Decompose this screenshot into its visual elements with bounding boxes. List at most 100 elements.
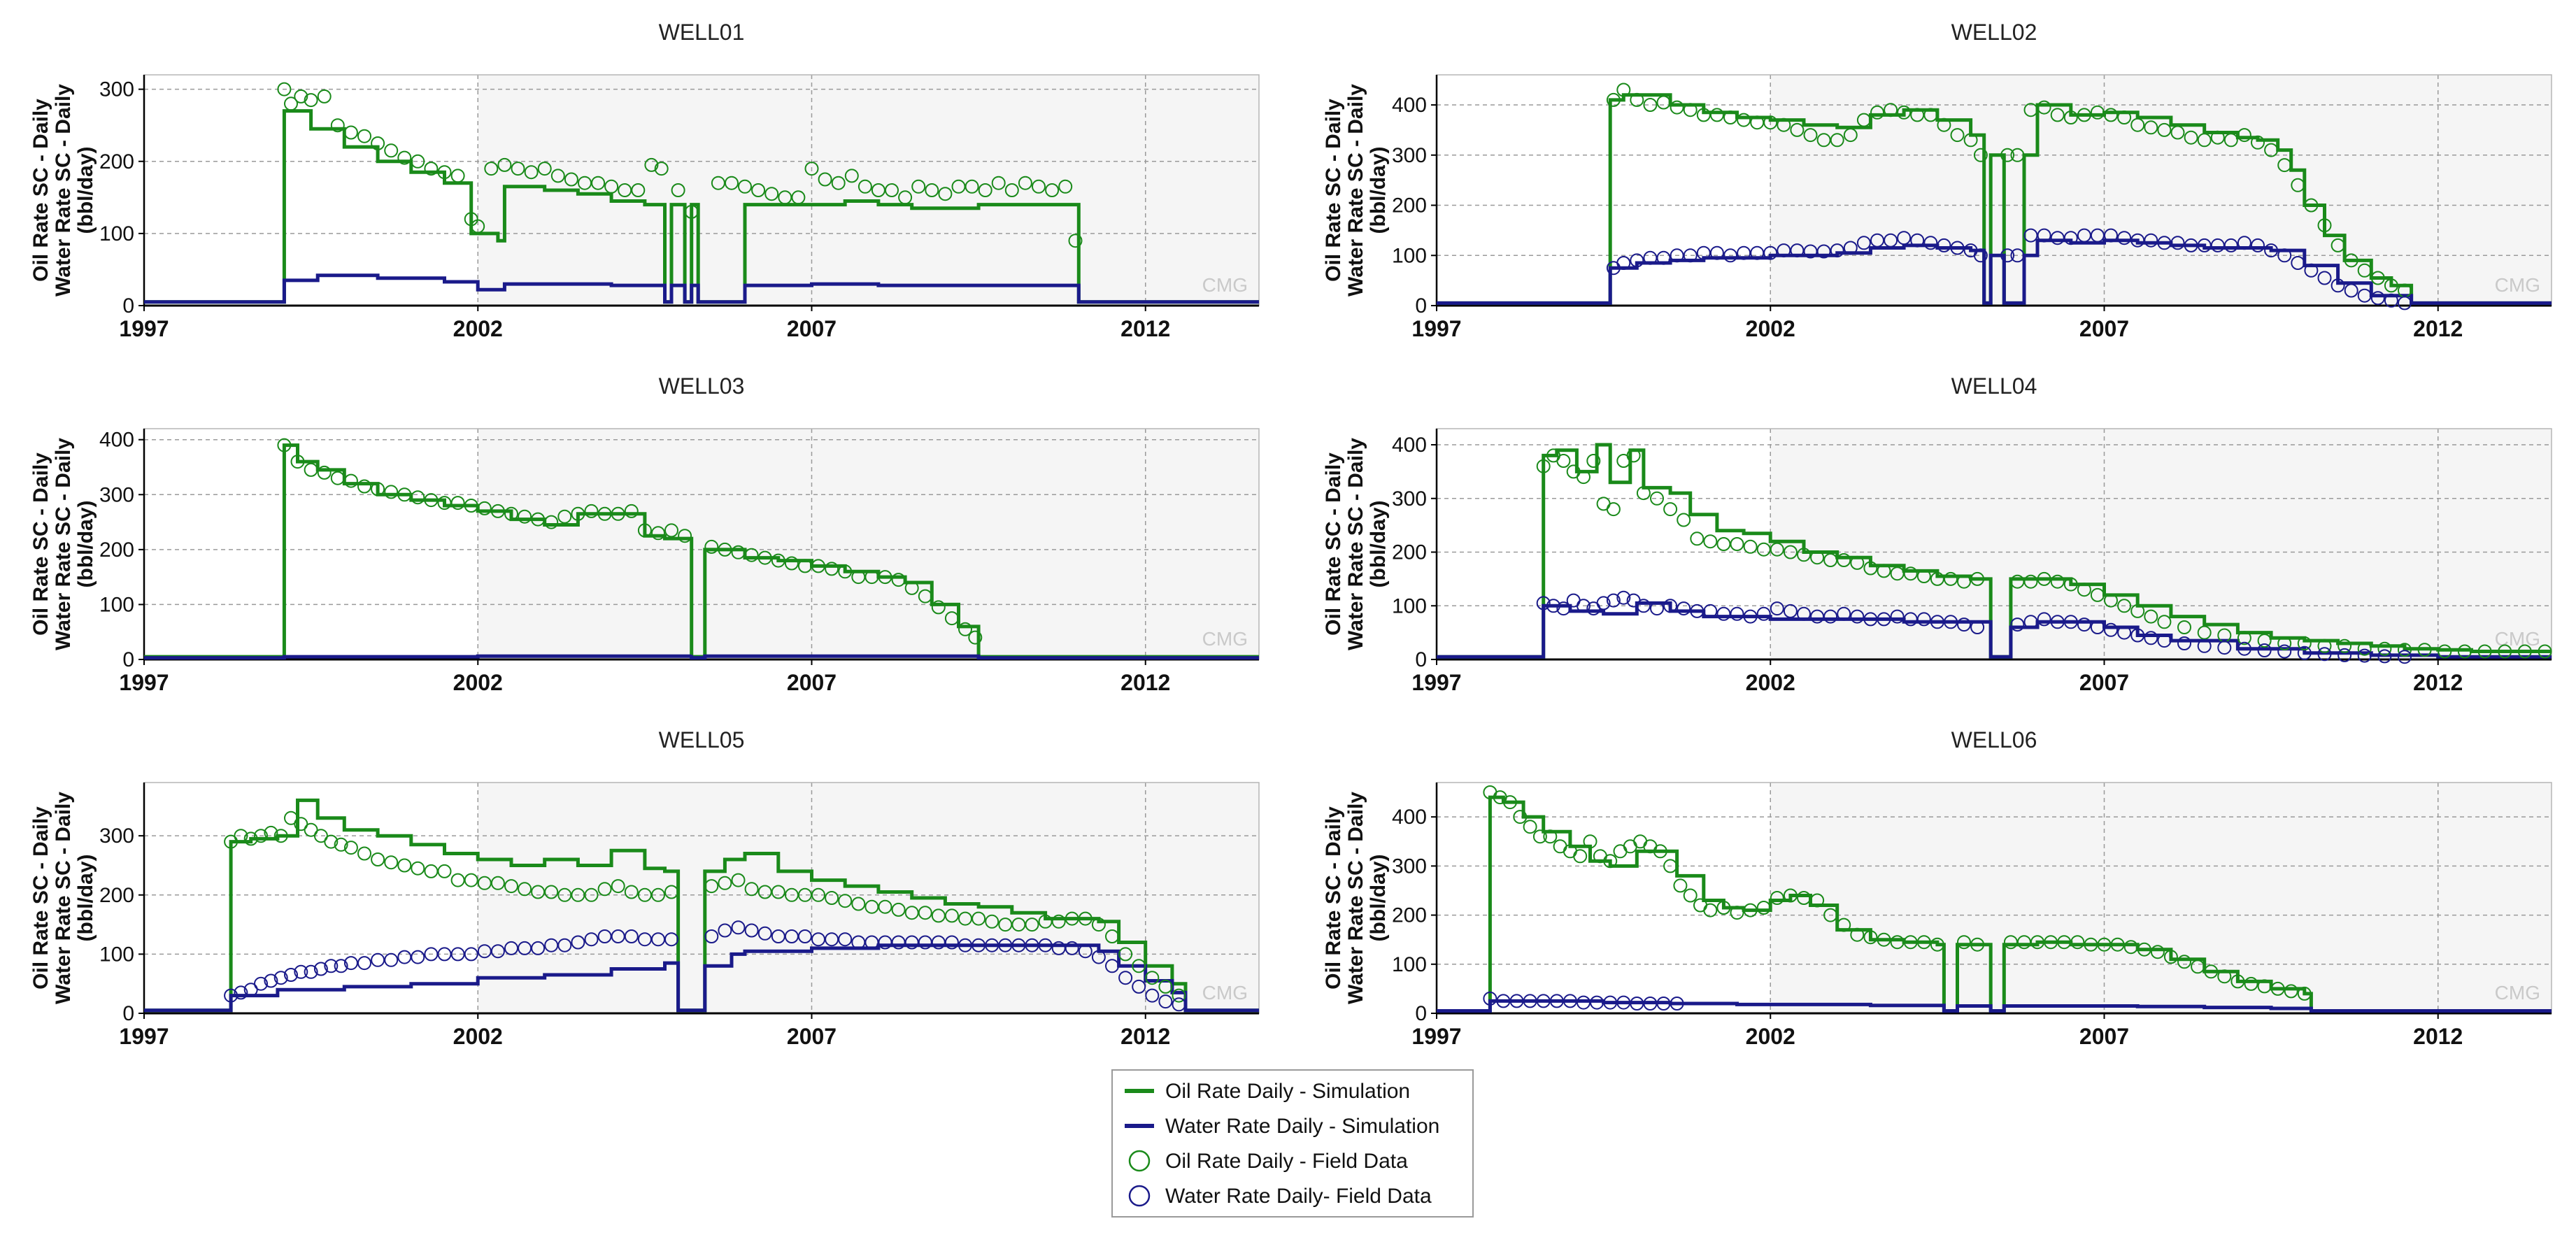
data-point-water	[313, 962, 328, 976]
y-tick-label: 200	[99, 884, 134, 907]
data-point-oil	[584, 504, 599, 518]
data-point-water	[1723, 248, 1737, 263]
data-point-oil	[544, 515, 559, 529]
plot-shade	[478, 75, 1259, 306]
panel-well02: 0 100 200 300 400 1997 2002 2007 2012 WELL02 Oil R…	[1322, 20, 2552, 341]
data-point-water	[1643, 250, 1658, 265]
data-point-oil	[1863, 561, 1878, 576]
plot-shade	[478, 783, 1259, 1013]
data-point-oil	[1797, 548, 1811, 562]
data-point-water	[1509, 994, 1524, 1008]
data-point-oil	[1673, 878, 1688, 893]
data-point-oil	[1810, 550, 1825, 565]
panel-title: WELL02	[1951, 20, 2037, 45]
data-point-water	[2170, 236, 2185, 250]
data-point-oil	[825, 562, 839, 576]
data-point-oil	[537, 162, 552, 176]
data-point-oil	[2244, 976, 2258, 991]
data-point-oil	[2377, 641, 2392, 656]
y-tick-label: 0	[1415, 294, 1427, 317]
data-point-oil	[1118, 947, 1133, 962]
data-point-oil	[731, 545, 746, 559]
data-point-oil	[938, 187, 953, 201]
data-point-oil	[2270, 981, 2285, 996]
data-point-oil	[2251, 135, 2265, 150]
data-point-water	[704, 929, 719, 943]
data-point-oil	[671, 183, 685, 197]
data-point-water	[1643, 997, 1658, 1011]
data-point-oil	[637, 523, 652, 538]
data-point-water	[1656, 250, 1671, 265]
data-point-oil	[1616, 83, 1631, 97]
data-point-oil	[1837, 553, 1851, 567]
data-point-oil	[1837, 918, 1851, 932]
y-tick-label: 100	[99, 943, 134, 966]
data-point-oil	[1763, 115, 1778, 130]
data-point-oil	[1586, 454, 1601, 468]
data-point-oil	[2123, 940, 2138, 955]
data-point-water	[904, 935, 919, 950]
data-point-oil	[844, 169, 859, 183]
data-point-oil	[277, 438, 292, 452]
data-point-oil	[484, 162, 499, 176]
data-point-oil	[2264, 143, 2279, 157]
data-point-oil	[2010, 148, 2025, 162]
data-point-oil	[357, 129, 371, 143]
data-point-water	[224, 988, 239, 1003]
data-point-oil	[1630, 92, 1644, 107]
data-point-water	[1830, 243, 1844, 258]
data-point-oil	[424, 864, 439, 878]
data-point-oil	[304, 822, 318, 837]
data-point-oil	[2498, 644, 2512, 659]
y-axis-label: Water Rate SC - Daily	[52, 438, 75, 650]
data-point-water	[1616, 590, 1631, 605]
watermark: CMG	[1202, 628, 1248, 650]
data-point-water	[2050, 231, 2065, 245]
y-axis-label: Oil Rate SC - Daily	[29, 806, 52, 990]
data-point-oil	[631, 183, 646, 197]
data-point-oil	[1856, 113, 1871, 127]
y-tick-label: 0	[122, 1002, 134, 1025]
data-point-oil	[284, 97, 298, 111]
y-tick-label: 200	[99, 150, 134, 173]
series-line-water	[144, 273, 1259, 304]
data-point-oil	[764, 187, 779, 201]
data-point-oil	[1663, 502, 1678, 517]
data-point-oil	[918, 589, 932, 604]
data-point-oil	[504, 506, 518, 521]
data-point-oil	[497, 157, 512, 172]
data-point-oil	[477, 501, 492, 515]
data-point-water	[664, 932, 678, 947]
data-point-oil	[1636, 486, 1651, 501]
data-point-water	[998, 938, 1013, 952]
data-point-water	[838, 932, 853, 947]
data-point-oil	[2097, 937, 2112, 952]
data-point-water	[1118, 971, 1133, 985]
data-point-water	[1656, 997, 1671, 1011]
data-point-oil	[704, 539, 719, 554]
data-point-oil	[264, 825, 278, 840]
y-tick-label: 0	[122, 294, 134, 317]
data-point-water	[2317, 647, 2332, 662]
data-point-oil	[384, 143, 399, 158]
data-point-oil	[2210, 130, 2225, 145]
data-point-oil	[1690, 531, 1705, 546]
data-point-oil	[1172, 988, 1186, 1003]
data-point-water	[584, 932, 599, 947]
data-point-water	[1549, 994, 1564, 1008]
data-point-oil	[2023, 574, 2038, 589]
panel-title: WELL03	[659, 373, 745, 399]
data-point-oil	[1503, 795, 1517, 810]
data-point-oil	[771, 885, 785, 899]
data-point-oil	[597, 882, 612, 897]
data-point-oil	[718, 876, 732, 890]
y-tick-label: 300	[1392, 487, 1427, 511]
plot-shade	[1770, 783, 2552, 1013]
data-point-oil	[411, 154, 425, 169]
panel-title: WELL04	[1951, 373, 2037, 399]
data-point-oil	[2044, 935, 2058, 950]
data-point-oil	[965, 179, 979, 194]
data-point-water	[1677, 601, 1691, 616]
data-point-water	[1944, 615, 1958, 629]
data-point-oil	[1756, 901, 1771, 915]
